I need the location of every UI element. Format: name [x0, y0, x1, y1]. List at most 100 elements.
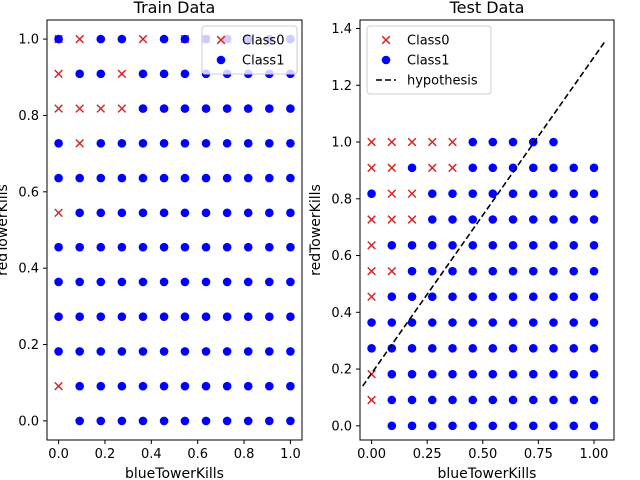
class1-point — [222, 208, 232, 218]
class1-point — [508, 241, 518, 250]
class1-point — [468, 369, 478, 379]
class0-point — [367, 240, 376, 250]
class1-point — [387, 344, 397, 353]
class1-point — [117, 416, 127, 426]
class1-point — [117, 312, 127, 321]
class1-point — [159, 173, 169, 183]
class1-point — [589, 318, 599, 327]
x-tick-label: 0.4 — [141, 447, 162, 462]
class1-point — [468, 395, 478, 405]
class1-point — [589, 215, 599, 224]
legend: Class0 Class1 — [201, 25, 298, 75]
class1-point — [286, 104, 295, 113]
class1-point — [448, 318, 457, 327]
legend-circle-marker — [381, 55, 391, 65]
legend-label: Class1 — [242, 54, 284, 69]
class1-point — [180, 104, 190, 113]
class1-point — [159, 242, 169, 252]
class1-point — [468, 318, 478, 327]
class1-point — [448, 266, 457, 276]
class1-point — [117, 173, 127, 183]
class1-point — [265, 277, 274, 287]
axes-frame — [359, 19, 615, 441]
class1-point — [222, 381, 232, 391]
class1-point — [54, 312, 63, 321]
class1-point — [117, 139, 127, 148]
y-tick-label: 0.2 — [331, 363, 352, 378]
class1-point — [286, 381, 295, 391]
subplot-1: 0.0 0.2 0.4 0.6 0.8 1.0 0.0 0.2 0.4 0.6 0.8 1.0 Trai… — [0, 0, 303, 480]
class1-point — [286, 347, 295, 356]
class0-point — [427, 137, 437, 147]
class1-point — [201, 208, 211, 218]
x-tick-label: 0.0 — [48, 447, 69, 462]
class1-point — [488, 266, 498, 276]
class1-point — [138, 208, 148, 218]
x-axis-title: blueTowerKills — [125, 466, 224, 480]
class1-point — [488, 189, 498, 198]
class1-point — [569, 318, 579, 327]
class1-point — [117, 208, 127, 218]
class1-point — [448, 395, 457, 405]
class1-point — [448, 344, 457, 353]
class1-point — [528, 344, 538, 353]
class0-point — [367, 163, 376, 173]
class1-point — [138, 381, 148, 391]
class1-point — [468, 241, 478, 250]
class1-point — [569, 292, 579, 301]
class1-point — [243, 381, 253, 391]
class1-point — [180, 69, 190, 79]
class1-point — [243, 416, 253, 426]
class1-point — [243, 347, 253, 356]
class1-point — [54, 139, 63, 148]
class1-point — [265, 208, 274, 218]
class0-point — [387, 189, 397, 199]
class1-point — [96, 139, 106, 148]
class1-point — [159, 208, 169, 218]
class1-point — [96, 34, 106, 44]
class1-point — [549, 137, 558, 147]
legend-label: Class0 — [407, 34, 449, 49]
class0-point — [54, 381, 63, 391]
class1-point — [448, 369, 457, 379]
class1-point — [549, 344, 558, 353]
class1-point — [549, 241, 558, 250]
class1-point — [549, 215, 558, 224]
class1-point — [96, 69, 106, 79]
class1-point — [427, 215, 437, 224]
class1-point — [96, 208, 106, 218]
class1-point — [387, 369, 397, 379]
x-tick-label: 0.2 — [95, 447, 116, 462]
class1-point — [265, 312, 274, 321]
class1-point — [117, 242, 127, 252]
legend: Class0 Class1 hypothesis — [366, 25, 492, 95]
y-tick-label: 0.0 — [18, 414, 39, 429]
class1-point — [286, 208, 295, 218]
class1-point — [138, 173, 148, 183]
class1-point — [528, 163, 538, 173]
class1-point — [387, 318, 397, 327]
class0-point — [407, 215, 417, 224]
class1-point — [589, 163, 599, 173]
legend-x-marker — [216, 35, 226, 45]
class1-point — [222, 242, 232, 252]
subplot-2: 0.00 0.25 0.50 0.75 1.00 0.0 0.2 0.4 0.6 0.8 1.0 1.… — [308, 0, 615, 480]
class1-point — [243, 242, 253, 252]
class1-point — [589, 369, 599, 379]
class1-point — [117, 347, 127, 356]
y-axis-title: redTowerKills — [308, 184, 324, 276]
class1-point — [407, 292, 417, 301]
class1-point — [243, 312, 253, 321]
class1-point — [159, 312, 169, 321]
class1-point — [508, 344, 518, 353]
class0-point — [54, 104, 63, 113]
class1-point — [222, 347, 232, 356]
class1-point — [589, 266, 599, 276]
class1-point — [508, 395, 518, 405]
class1-point — [180, 208, 190, 218]
class1-point — [75, 312, 84, 321]
class1-point — [528, 395, 538, 405]
class1-point — [222, 139, 232, 148]
class1-point — [549, 318, 558, 327]
class1-point — [75, 277, 84, 287]
